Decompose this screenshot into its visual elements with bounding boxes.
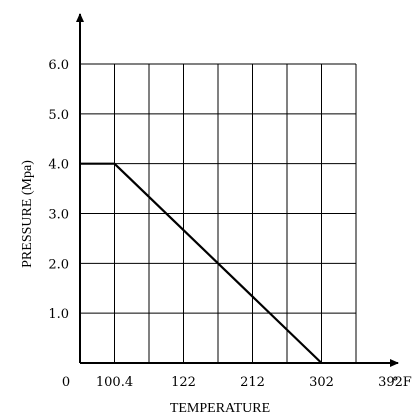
x-tick-label: 212 <box>240 375 265 390</box>
series-line <box>80 162 323 364</box>
x-tick-label: 122 <box>171 375 196 390</box>
x-tick-label: 392 <box>378 375 403 390</box>
tick-labels: 1.0 2.0 3.0 4.0 5.0 6.0 100.4 122 212 302 392 <box>48 58 403 390</box>
x-tick-label: 302 <box>309 375 334 390</box>
x-axis-title: TEMPERATURE <box>170 401 270 416</box>
y-tick-label: 6.0 <box>48 58 69 73</box>
y-tick-label: 2.0 <box>48 257 69 272</box>
y-tick-label: 5.0 <box>48 108 69 123</box>
series <box>80 162 323 364</box>
grid <box>80 63 357 363</box>
y-tick-label: 1.0 <box>48 307 69 322</box>
x-tick-label: 100.4 <box>96 375 133 390</box>
axes <box>76 13 399 367</box>
origin-label: 0 <box>62 375 70 390</box>
y-tick-label: 4.0 <box>48 158 69 173</box>
y-tick-label: 3.0 <box>48 208 69 223</box>
x-axis-unit: ° F <box>392 375 412 390</box>
y-axis-title: PRESSURE (Mpa) <box>20 160 35 268</box>
